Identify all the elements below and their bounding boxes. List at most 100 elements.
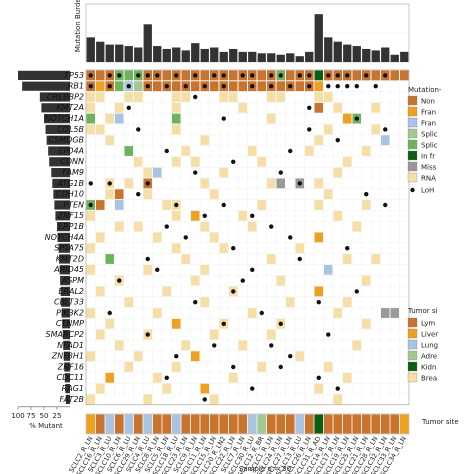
mutation-cell	[153, 372, 162, 383]
mutation-cell	[400, 70, 409, 81]
tumor-site-cell	[323, 414, 333, 434]
mutation-legend-label: Splic	[421, 142, 438, 150]
tumor-legend-label: Adre	[421, 353, 437, 361]
gene-label: CBLT33	[54, 298, 84, 307]
loh-dot	[288, 84, 293, 89]
loh-dot	[335, 84, 340, 89]
tumor-site-cell	[219, 414, 229, 434]
mutation-cell	[172, 362, 181, 372]
loh-dot	[126, 105, 131, 111]
mutation-burden-bar	[96, 41, 105, 62]
loh-dot	[240, 278, 245, 283]
mutation-cell	[276, 81, 285, 92]
loh-dot	[354, 116, 359, 121]
mutation-cell	[86, 243, 95, 254]
mutation-cell	[210, 189, 219, 200]
loh-dot	[202, 213, 207, 218]
mutation-cell	[229, 372, 238, 383]
loh-dot	[221, 116, 226, 121]
gene-label: ARID45	[53, 265, 84, 274]
mutation-cell	[191, 351, 200, 362]
loh-dot	[136, 73, 141, 78]
mutation-cell	[381, 135, 390, 146]
loh-dot	[364, 192, 369, 197]
mutation-cell	[352, 340, 361, 351]
mutation-cell	[257, 81, 266, 92]
mutation-cell	[200, 221, 209, 232]
mutation-cell	[229, 81, 238, 92]
mutation-cell	[115, 102, 124, 113]
percent-mutant-axis-label: % Mutant	[29, 422, 63, 430]
mutation-cell	[143, 264, 152, 275]
mutation-cell	[314, 70, 323, 81]
tumor-site-cell	[190, 414, 200, 434]
mutation-cell	[343, 297, 352, 308]
mutation-burden-bar	[352, 46, 361, 62]
mutation-cell	[86, 308, 95, 318]
mutation-cell	[86, 113, 95, 124]
gene-label: NOTCH4A	[45, 233, 84, 242]
tumor-site-cell	[266, 414, 276, 434]
tumor-legend-swatch	[407, 328, 418, 339]
loh-dot	[326, 84, 331, 89]
tumor-legend-label: Liver	[421, 331, 438, 339]
mutation-cell	[86, 264, 95, 275]
loh-dot	[88, 84, 93, 89]
mutation-cell	[105, 318, 114, 329]
percent-mutant-bar	[57, 232, 70, 242]
loh-dot	[307, 73, 312, 78]
mutation-legend-label: In fr	[421, 153, 435, 161]
loh-dot	[288, 235, 293, 240]
percent-mutant-bar	[52, 178, 70, 188]
tumor-legend-label: Brea	[421, 375, 437, 383]
mutation-legend-title: Mutation-	[408, 86, 442, 94]
gene-label: SMARCP2	[45, 330, 84, 339]
mutation-cell	[295, 243, 304, 254]
loh-dot	[193, 94, 198, 100]
loh-dot	[278, 73, 283, 78]
mutation-burden-bar	[390, 54, 399, 62]
gene-label: NOTCH1A	[45, 114, 84, 123]
loh-dot	[145, 256, 150, 262]
percent-mutant-bar	[39, 92, 70, 102]
gene-label: RB1	[68, 82, 84, 91]
loh-dot	[364, 73, 369, 78]
loh-dot	[307, 84, 312, 89]
mutation-cell	[352, 70, 361, 81]
mutation-cell	[86, 92, 95, 102]
mutation-cell	[143, 394, 152, 405]
mutation-cell	[324, 362, 333, 372]
mutation-cell	[200, 297, 209, 308]
gene-label: SPTA75	[54, 244, 84, 253]
loh-dot	[269, 224, 274, 229]
mutation-burden-bar	[333, 41, 342, 62]
mutation-burden-bar	[124, 46, 133, 62]
mutation-burden-bar	[305, 51, 314, 62]
mutation-cell	[210, 81, 219, 92]
mutation-cell	[210, 232, 219, 243]
mutation-cell	[295, 81, 304, 92]
mutation-cell	[172, 92, 181, 102]
mutation-cell	[200, 178, 209, 189]
tumor-site-cell	[257, 414, 267, 434]
tumor-site-cell	[333, 414, 343, 434]
mutation-legend-label: Fran	[421, 120, 436, 128]
tumor-site-cell	[352, 414, 362, 434]
mutation-cell	[314, 81, 323, 92]
loh-dot	[145, 84, 150, 89]
mutation-cell	[276, 92, 285, 102]
gene-label: CREBBP2	[47, 92, 84, 101]
percent-mutant-bar	[53, 189, 70, 199]
mutation-cell	[181, 70, 190, 81]
percent-mutant-bar	[58, 243, 70, 253]
mutation-cell	[172, 210, 181, 221]
mutation-cell	[343, 372, 352, 383]
mutation-burden-bar-panel	[85, 3, 410, 63]
mutation-cell	[324, 264, 333, 275]
tumor-legend-swatch	[407, 361, 418, 372]
percent-mutant-bar	[60, 286, 70, 296]
loh-legend-label: LoH	[421, 187, 434, 195]
mutation-cell	[248, 308, 257, 318]
mutation-burden-bar	[143, 24, 152, 62]
mutation-cell	[200, 383, 209, 394]
